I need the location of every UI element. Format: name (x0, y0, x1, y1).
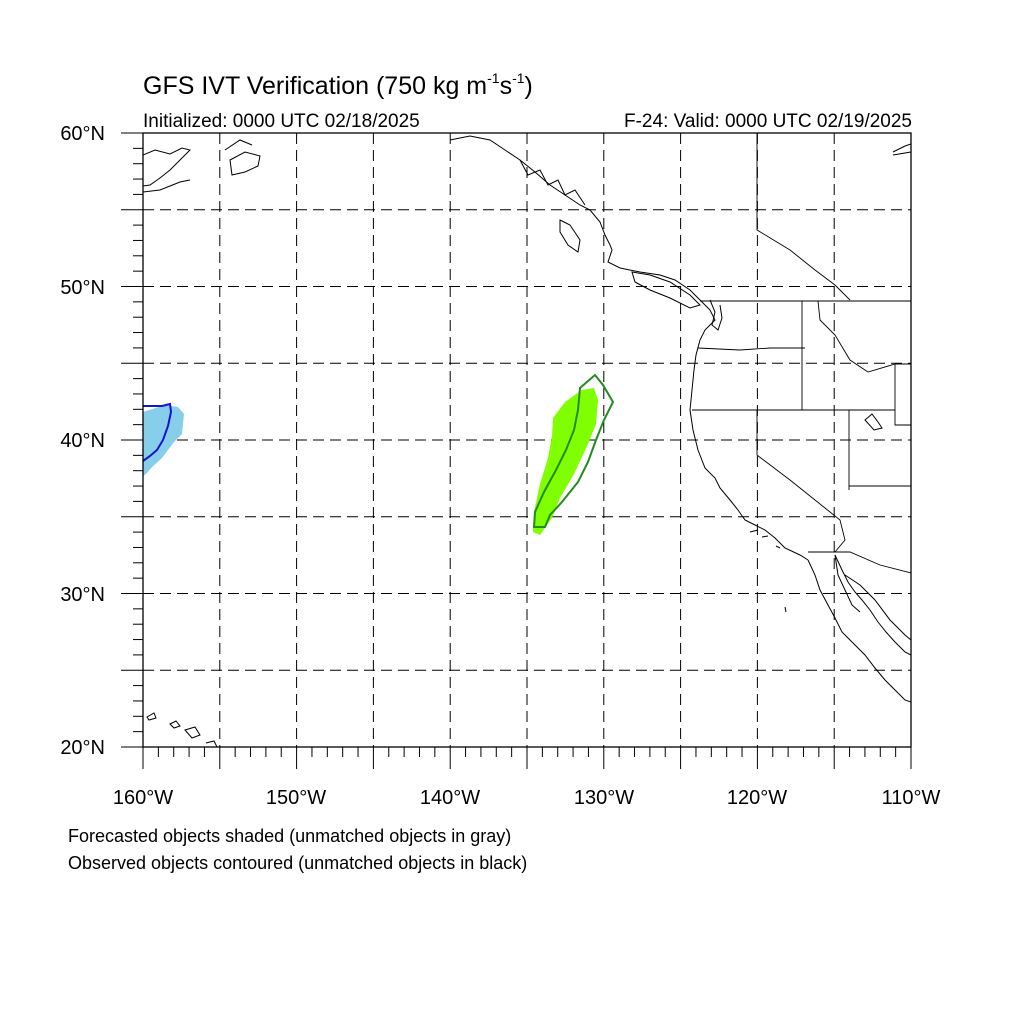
observed-contour-east (532, 373, 615, 528)
coastlines (143, 135, 911, 747)
lat-label-60n: 60°N (60, 123, 105, 145)
channel-islands (749, 529, 781, 549)
note-observed: Observed objects contoured (unmatched ob… (68, 853, 528, 873)
great-salt-lake (864, 413, 883, 431)
ca-nv-border (756, 410, 846, 553)
lon-label-150w: 150°W (265, 787, 327, 809)
valid-time: F-24: Valid: 0000 UTC 02/19/2025 (624, 111, 912, 132)
forecast-object-east (533, 388, 598, 535)
lat-label-20n: 20°N (60, 737, 105, 759)
axis-ticks (121, 132, 912, 769)
idaho-east (817, 300, 896, 373)
queen-charlotte (559, 219, 581, 253)
alaska-coast-west-2 (143, 179, 191, 193)
state-borders (692, 133, 911, 574)
hawaii-2 (169, 720, 181, 729)
lat-label-40n: 40°N (60, 430, 105, 452)
kodiak-island (229, 151, 261, 176)
lon-label-120w: 120°W (726, 787, 788, 809)
gulf-of-california (834, 554, 861, 613)
baja-west (807, 559, 911, 703)
grid (143, 133, 911, 747)
baja-east (834, 554, 911, 656)
chart-title: GFS IVT Verification (750 kg m-1s-1) (143, 70, 533, 100)
lat-label-50n: 50°N (60, 277, 105, 299)
guadalupe-island (784, 606, 787, 613)
ivt-objects (143, 373, 615, 535)
bc-inlets (519, 159, 586, 206)
lon-label-130w: 130°W (573, 787, 635, 809)
alaska-panhandle (449, 135, 809, 561)
us-mexico-border (808, 551, 911, 574)
wa-or-border (697, 347, 805, 351)
mexico-coast (844, 574, 911, 641)
hawaii-3 (184, 726, 201, 739)
hawaii-4 (205, 740, 218, 747)
lat-label-30n: 30°N (60, 584, 105, 606)
alaska-coast-west (143, 147, 191, 187)
hudson-bay-top (892, 143, 911, 156)
lon-label-110w: 110°W (881, 787, 941, 809)
hawaii-1 (146, 712, 157, 721)
wy-border (894, 363, 911, 426)
initialized-time: Initialized: 0000 UTC 02/18/2025 (143, 111, 420, 132)
bc-alberta-border (756, 133, 851, 301)
puget-sound (709, 299, 723, 331)
lon-label-160w: 160°W (112, 787, 174, 809)
note-forecast: Forecasted objects shaded (unmatched obj… (68, 826, 512, 846)
lon-label-140w: 140°W (419, 787, 481, 809)
observed-contour-west (143, 402, 173, 462)
alaska-fragment (224, 139, 253, 151)
